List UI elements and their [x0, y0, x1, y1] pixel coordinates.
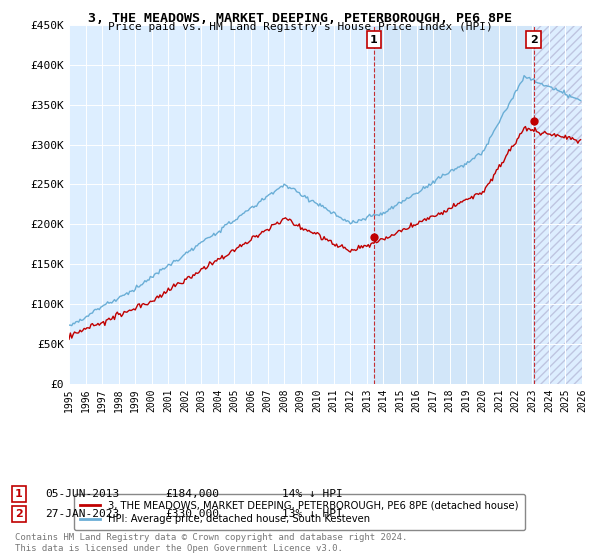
Bar: [533, 25, 582, 384]
Text: 27-JAN-2023: 27-JAN-2023: [45, 509, 119, 519]
Text: 05-JUN-2013: 05-JUN-2013: [45, 489, 119, 499]
Text: 1: 1: [15, 489, 23, 499]
Bar: [374, 25, 533, 384]
Text: 13% ↓ HPI: 13% ↓ HPI: [282, 509, 343, 519]
Text: 3, THE MEADOWS, MARKET DEEPING, PETERBOROUGH, PE6 8PE: 3, THE MEADOWS, MARKET DEEPING, PETERBOR…: [88, 12, 512, 25]
Text: 1: 1: [370, 35, 378, 45]
Text: 14% ↓ HPI: 14% ↓ HPI: [282, 489, 343, 499]
Text: £330,000: £330,000: [165, 509, 219, 519]
Text: £184,000: £184,000: [165, 489, 219, 499]
Legend: 3, THE MEADOWS, MARKET DEEPING, PETERBOROUGH, PE6 8PE (detached house), HPI: Ave: 3, THE MEADOWS, MARKET DEEPING, PETERBOR…: [74, 494, 524, 530]
Text: 2: 2: [15, 509, 23, 519]
Bar: [533, 25, 582, 384]
Text: Price paid vs. HM Land Registry's House Price Index (HPI): Price paid vs. HM Land Registry's House …: [107, 22, 493, 32]
Text: 2: 2: [530, 35, 538, 45]
Text: Contains HM Land Registry data © Crown copyright and database right 2024.
This d: Contains HM Land Registry data © Crown c…: [15, 533, 407, 553]
